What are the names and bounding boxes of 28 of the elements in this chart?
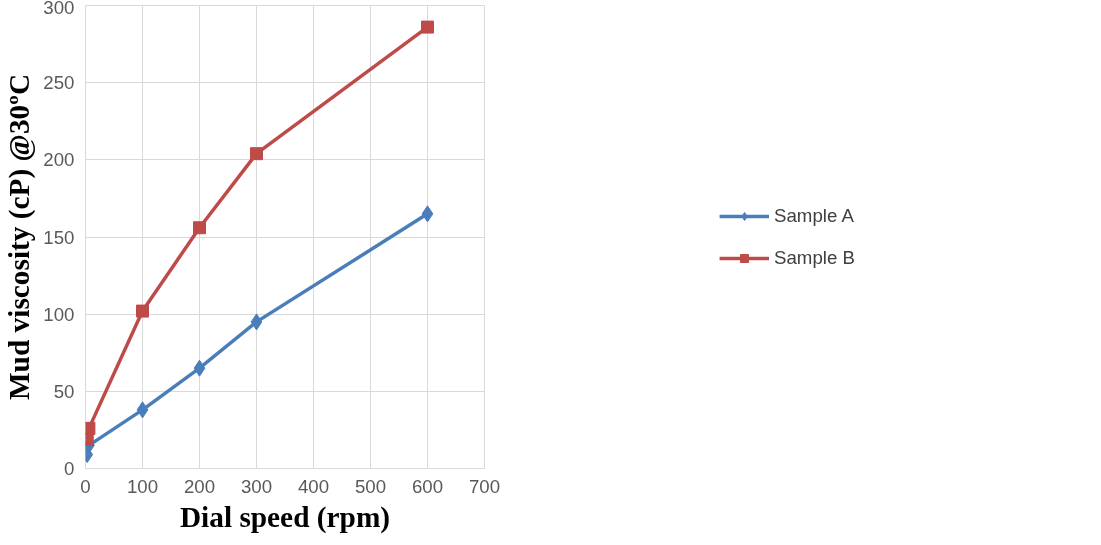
- point: [136, 401, 149, 419]
- x-tick-label: 300: [240, 475, 273, 497]
- x-tick-label: 500: [354, 475, 387, 497]
- legend-label: Sample B: [774, 246, 855, 269]
- y-tick-label: 150: [43, 226, 75, 248]
- y-tick-label: 0: [64, 458, 75, 479]
- point: [421, 20, 434, 34]
- y-tick-label: 100: [43, 303, 75, 325]
- x-axis-title: Dial speed (rpm): [179, 500, 391, 534]
- x-tick-label: 400: [297, 475, 330, 497]
- x-tick-label: 100: [126, 475, 159, 497]
- point: [85, 421, 96, 435]
- point: [193, 359, 206, 377]
- x-tick-label: 200: [183, 475, 216, 497]
- point: [136, 304, 149, 318]
- y-tick-label: 300: [43, 0, 75, 18]
- x-tick-label: 0: [80, 475, 91, 497]
- x-tick-label: 600: [411, 475, 444, 497]
- y-tick-label: 50: [53, 380, 75, 402]
- point: [250, 313, 263, 331]
- y-tick-label: 200: [43, 149, 75, 171]
- legend-label: Sample A: [774, 204, 854, 227]
- y-tick-label: 250: [43, 72, 75, 94]
- point: [421, 205, 434, 223]
- x-tick-label: 700: [468, 475, 501, 497]
- point: [193, 221, 206, 235]
- point: [250, 147, 263, 161]
- y-axis-title: Mud viscosity (cP) @30ºC: [3, 73, 37, 401]
